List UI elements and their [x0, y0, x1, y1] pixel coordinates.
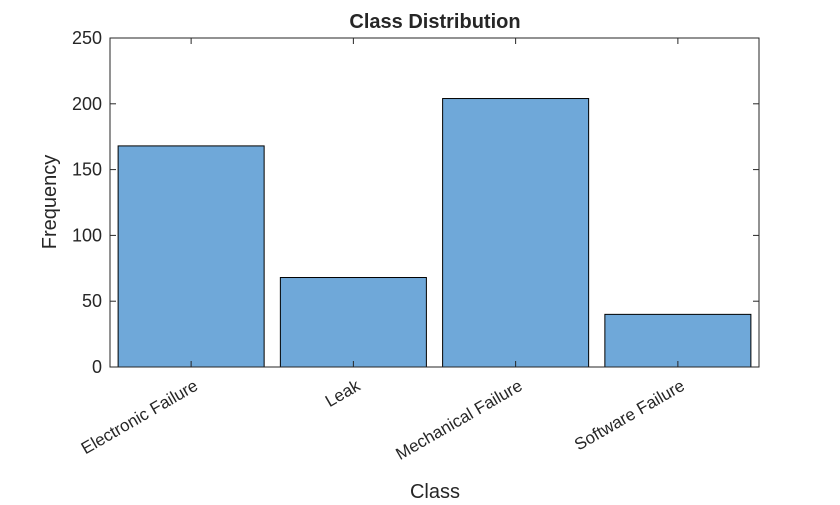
- bars-group: [117, 98, 752, 368]
- y-axis-label: Frequency: [39, 155, 61, 250]
- y-tick-label: 0: [92, 357, 102, 377]
- y-tick-label: 150: [72, 160, 102, 180]
- x-tick-label: Mechanical Failure: [393, 376, 526, 464]
- y-ticks-group: 0 50 100 150 200 250: [72, 28, 759, 377]
- y-tick-label: 50: [82, 291, 102, 311]
- chart-title: Class Distribution: [349, 11, 520, 33]
- y-tick-label: 250: [72, 28, 102, 48]
- bar-mechanical-failure: [442, 98, 590, 368]
- x-axis-label: Class: [410, 481, 460, 503]
- bar-electronic-failure: [117, 145, 265, 368]
- x-tick-label: Leak: [322, 376, 364, 411]
- x-tick-label: Electronic Failure: [78, 376, 201, 458]
- bar-leak: [279, 277, 427, 368]
- x-tick-label: Software Failure: [571, 376, 688, 454]
- plot-area-frame: [109, 37, 760, 368]
- y-tick-label: 100: [72, 225, 102, 245]
- bar-software-failure: [604, 313, 752, 368]
- y-tick-label: 200: [72, 94, 102, 114]
